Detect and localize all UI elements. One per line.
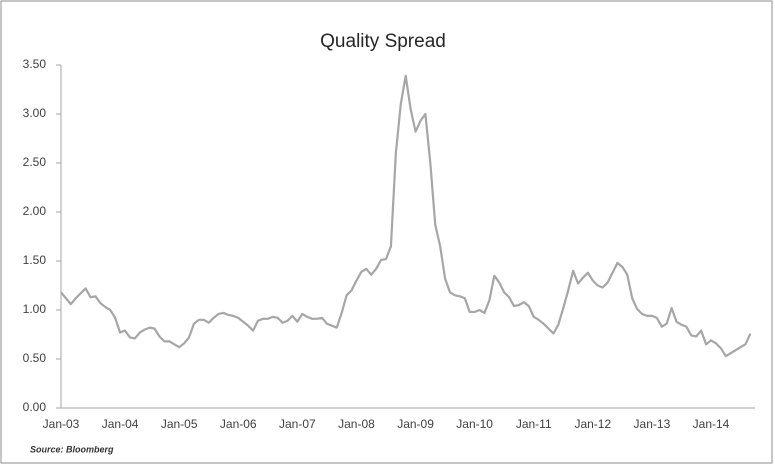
x-tick-label: Jan-06 (220, 417, 257, 431)
y-tick-label: 3.00 (23, 106, 47, 120)
y-tick-label: 3.50 (23, 57, 47, 71)
x-tick-label: Jan-12 (574, 417, 611, 431)
y-tick-label: 1.50 (23, 253, 47, 267)
source-note: Source: Bloomberg (30, 444, 114, 454)
x-tick-label: Jan-03 (43, 417, 80, 431)
y-tick-label: 2.50 (23, 155, 47, 169)
x-tick-label: Jan-07 (279, 417, 316, 431)
x-tick-label: Jan-05 (161, 417, 198, 431)
x-tick-label: Jan-08 (338, 417, 375, 431)
x-tick-label: Jan-11 (516, 417, 552, 431)
y-tick-label: 1.00 (23, 302, 47, 316)
x-tick-label: Jan-04 (102, 417, 139, 431)
chart-title: Quality Spread (320, 31, 446, 52)
x-tick-label: Jan-09 (397, 417, 434, 431)
x-tick-label: Jan-13 (634, 417, 671, 431)
x-tick-label: Jan-10 (456, 417, 493, 431)
y-tick-label: 0.00 (23, 400, 47, 414)
y-tick-label: 2.00 (23, 204, 47, 218)
y-tick-label: 0.50 (23, 351, 47, 365)
x-tick-label: Jan-14 (693, 417, 730, 431)
data-line (60, 74, 752, 358)
